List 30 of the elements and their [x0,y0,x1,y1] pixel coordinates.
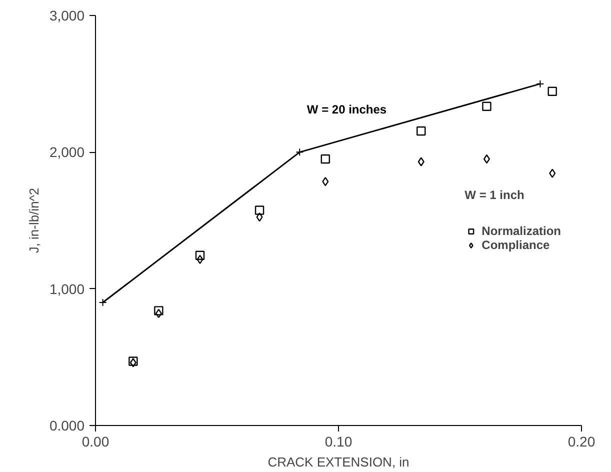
x-tick-label: 0.20 [568,434,596,450]
legend-label: Compliance [482,238,550,252]
point [483,154,490,164]
point [155,308,162,318]
point [416,126,426,136]
x-tick-label: 0.10 [324,434,352,450]
point [536,80,544,88]
x-axis-title: CRACK EXTENSION, in [268,454,410,470]
series-label: W = 20 inches [306,102,387,117]
point [320,154,330,164]
point [549,168,556,178]
point [418,157,424,166]
point [548,86,557,96]
y-tick-label: 2,000 [49,144,85,160]
legend-label: Normalization [482,224,561,238]
point [195,250,205,260]
y-tick-label: 3,000 [49,8,85,24]
y-tick-label: 1,000 [49,280,85,297]
point [296,148,304,156]
y-tick-label: 0.000 [49,418,85,434]
point [322,176,329,186]
point [154,306,164,316]
point [256,212,263,222]
point [98,298,107,306]
y-axis-title: J, in-lb/in^2 [26,188,42,254]
x-tick-label: 0.00 [82,434,110,450]
point [482,102,492,111]
point [254,206,264,215]
point [196,254,204,264]
legend-title: W = 1 inch [464,188,526,202]
